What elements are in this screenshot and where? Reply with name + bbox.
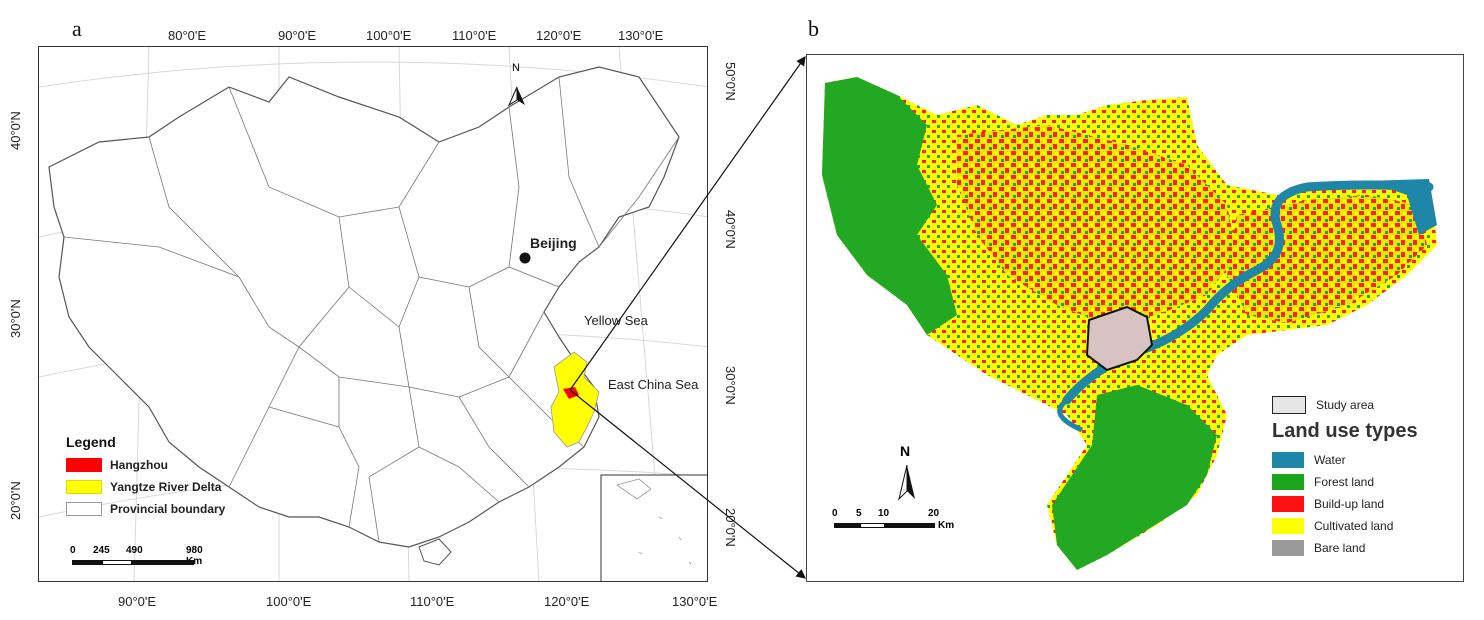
beijing-marker xyxy=(519,252,531,264)
hainan-island xyxy=(418,538,452,566)
legend-a-item-hangzhou: Hangzhou xyxy=(66,454,225,476)
scale-unit-label: Km xyxy=(938,520,955,531)
bottom-lon-label: 110°0'E xyxy=(410,594,455,609)
left-lat-label: 40°0'N xyxy=(8,111,23,150)
top-lon-label: 90°0'E xyxy=(278,28,317,43)
yellow-sea-label: Yellow Sea xyxy=(584,313,648,328)
legend-label: Bare land xyxy=(1314,541,1366,555)
river-west-branch xyxy=(1057,398,1084,433)
legend-label: Study area xyxy=(1316,398,1375,412)
left-lat-label: 20°0'N xyxy=(8,481,23,520)
north-label-b: N xyxy=(900,443,911,459)
legend-swatch xyxy=(1272,396,1306,414)
bottom-lon-label: 100°0'E xyxy=(266,594,312,609)
legend-a-item-boundary: Provincial boundary xyxy=(66,498,225,520)
yangtze-river-delta-region xyxy=(550,351,600,448)
right-lat-label: 30°0'N xyxy=(723,366,738,405)
legend-b-item-bare: Bare land xyxy=(1272,537,1418,559)
legend-b-study-area: Study area xyxy=(1272,394,1418,416)
south-china-sea-inset xyxy=(600,474,707,581)
north-arrow-a xyxy=(507,86,525,107)
east-china-sea-label: East China Sea xyxy=(608,377,699,392)
legend-b: Study area Land use types Water Forest l… xyxy=(1272,394,1418,559)
scale-tick-label: 980 Km xyxy=(186,545,203,567)
bottom-lon-label: 130°0'E xyxy=(672,594,718,609)
top-lon-label: 110°0'E xyxy=(452,28,497,43)
scale-bar-a: 0 245 490 980 Km xyxy=(70,545,210,575)
legend-b-title: Land use types xyxy=(1272,420,1418,442)
forest-west xyxy=(822,77,957,335)
legend-swatch xyxy=(1272,518,1304,534)
urban-east xyxy=(1227,195,1427,323)
legend-swatch xyxy=(66,458,102,472)
legend-b-item-water: Water xyxy=(1272,449,1418,471)
legend-b-item-cultivated: Cultivated land xyxy=(1272,515,1418,537)
legend-label: Water xyxy=(1314,453,1346,467)
legend-b-item-buildup: Build-up land xyxy=(1272,493,1418,515)
top-lon-label: 80°0'E xyxy=(168,28,207,43)
legend-swatch xyxy=(66,480,102,494)
legend-label: Cultivated land xyxy=(1314,519,1394,533)
bottom-lon-label: 120°0'E xyxy=(544,594,590,609)
right-lat-label: 50°0'N xyxy=(723,62,738,101)
legend-a-title: Legend xyxy=(66,434,116,450)
legend-swatch xyxy=(1272,452,1304,468)
legend-swatch xyxy=(1272,496,1304,512)
legend-swatch xyxy=(66,502,102,516)
top-lon-label: 100°0'E xyxy=(366,28,412,43)
beijing-label: Beijing xyxy=(530,235,577,251)
left-lat-label: 30°0'N xyxy=(8,299,23,338)
right-lat-label: 20°0'N xyxy=(723,508,738,547)
scale-bar-b: 0 5 10 20 Km xyxy=(832,508,992,538)
bottom-lon-label: 90°0'E xyxy=(118,594,157,609)
legend-label: Yangtze River Delta xyxy=(110,480,222,494)
scale-tick-label: 20 xyxy=(928,508,940,519)
urban-core xyxy=(957,125,1237,325)
scale-tick-label: 245 xyxy=(93,545,110,556)
river-estuary xyxy=(1367,179,1437,235)
north-arrow-b xyxy=(898,464,915,501)
scale-tick-label: 10 xyxy=(878,508,890,519)
legend-swatch xyxy=(1272,474,1304,490)
legend-swatch xyxy=(1272,540,1304,556)
legend-a: Legend Hangzhou Yangtze River Delta Prov… xyxy=(66,434,225,520)
legend-label: Forest land xyxy=(1314,475,1375,489)
forest-south xyxy=(1052,385,1217,570)
top-lon-label: 120°0'E xyxy=(536,28,582,43)
right-lat-label: 40°0'N xyxy=(723,210,738,249)
panel-a-letter: a xyxy=(72,16,82,41)
hangzhou-land-use-map xyxy=(822,77,1437,570)
scale-tick-label: 0 xyxy=(70,545,76,556)
scale-tick-label: 490 xyxy=(126,545,143,556)
panel-b-letter: b xyxy=(808,16,819,41)
legend-label: Hangzhou xyxy=(110,458,168,472)
legend-a-item-yrd: Yangtze River Delta xyxy=(66,476,225,498)
legend-label: Provincial boundary xyxy=(110,502,226,516)
legend-b-item-forest: Forest land xyxy=(1272,471,1418,493)
study-area xyxy=(1085,305,1154,372)
scale-tick-label: 5 xyxy=(856,508,862,519)
panel-b-map-frame xyxy=(806,54,1464,582)
legend-label: Build-up land xyxy=(1314,497,1385,511)
top-lon-label: 130°0'E xyxy=(618,28,664,43)
scale-tick-label: 0 xyxy=(832,508,838,519)
north-label-a: N xyxy=(512,62,520,74)
